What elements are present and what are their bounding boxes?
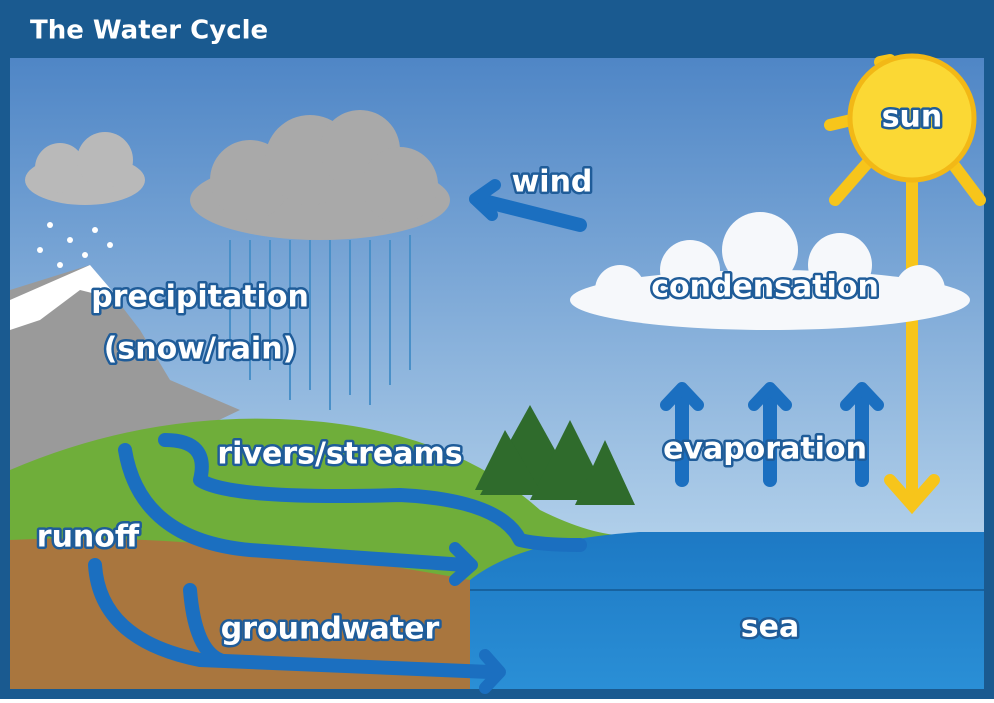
label-rivers: rivers/streams (217, 437, 462, 472)
label-evaporation: evaporation (663, 432, 867, 467)
label-precipitation-detail: (snow/rain) (104, 332, 297, 367)
water-cycle-diagram: The Water Cycle (0, 0, 994, 699)
label-groundwater: groundwater (221, 612, 440, 647)
label-sea: sea (741, 610, 799, 645)
label-runoff: runoff (37, 520, 140, 555)
label-wind: wind (512, 165, 593, 200)
label-condensation: condensation (651, 270, 879, 305)
label-sun: sun (882, 100, 943, 135)
label-precipitation: precipitation (91, 280, 309, 315)
title: The Water Cycle (30, 16, 268, 46)
sea (470, 532, 984, 689)
